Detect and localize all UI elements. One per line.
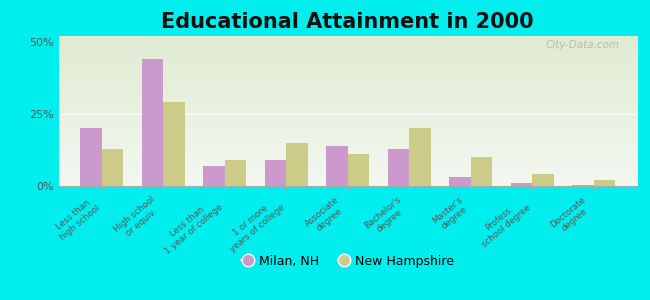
Bar: [449, 177, 471, 186]
Bar: [410, 128, 431, 186]
Bar: [348, 154, 369, 186]
Bar: [142, 59, 163, 186]
Bar: [532, 175, 554, 186]
Bar: [594, 180, 616, 186]
Bar: [286, 143, 307, 186]
Text: City-Data.com: City-Data.com: [545, 40, 619, 50]
Bar: [388, 148, 410, 186]
Legend: Milan, NH, New Hampshire: Milan, NH, New Hampshire: [237, 250, 459, 273]
Bar: [471, 157, 493, 186]
Bar: [326, 146, 348, 186]
Bar: [265, 160, 286, 186]
Bar: [101, 148, 123, 186]
Bar: [203, 166, 225, 186]
Bar: [80, 128, 101, 186]
Bar: [511, 183, 532, 186]
Bar: [225, 160, 246, 186]
Bar: [163, 102, 185, 186]
Bar: [573, 184, 594, 186]
Title: Educational Attainment in 2000: Educational Attainment in 2000: [161, 12, 534, 32]
